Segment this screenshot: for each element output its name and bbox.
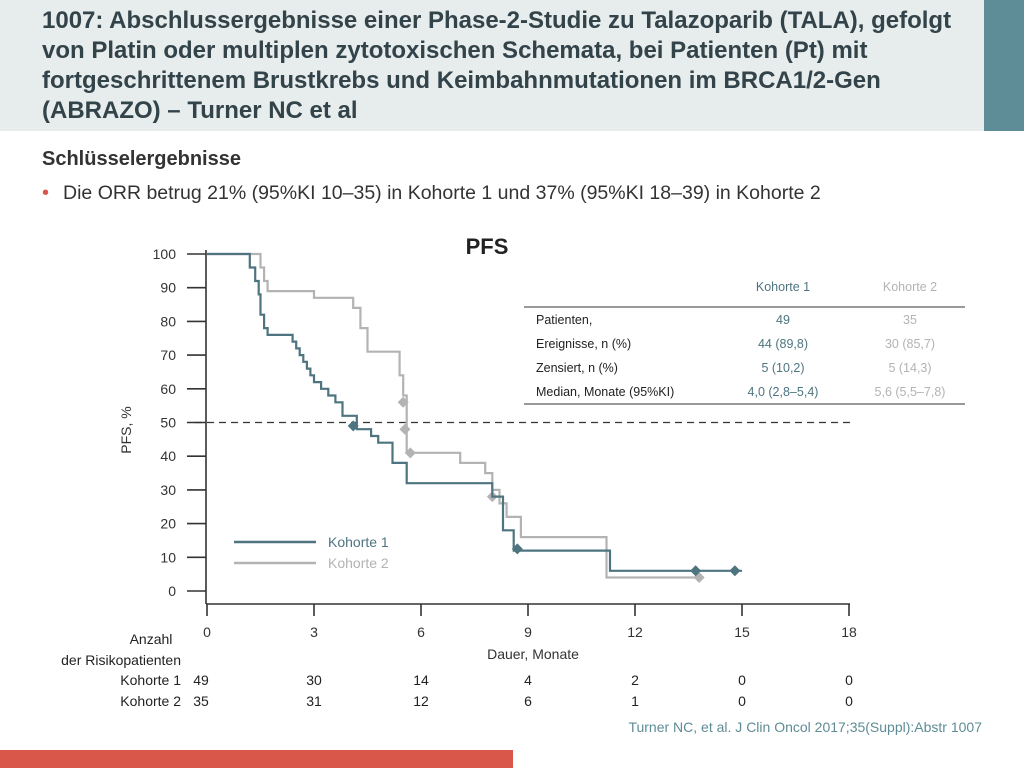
x-tick-label: 6 <box>417 624 425 640</box>
y-tick-label: 60 <box>160 381 176 397</box>
risk-count: 31 <box>306 693 322 709</box>
summary-cell: 35 <box>903 313 917 327</box>
x-tick-label: 15 <box>734 624 750 640</box>
footer-accent-bar <box>0 750 513 768</box>
risk-row-label: Kohorte 2 <box>120 693 181 709</box>
header-accent-block <box>984 0 1024 131</box>
risk-count: 2 <box>631 672 639 688</box>
y-tick-label: 50 <box>160 415 176 431</box>
risk-count: 12 <box>413 693 429 709</box>
risk-table-label: der Risikopatienten <box>61 652 181 668</box>
legend-label: Kohorte 1 <box>328 534 389 550</box>
section-heading: Schlüsselergebnisse <box>42 148 241 170</box>
risk-count: 4 <box>524 672 532 688</box>
y-tick-label: 80 <box>160 313 176 329</box>
censor-marker <box>404 447 416 459</box>
summary-cell: 30 (85,7) <box>885 337 935 351</box>
y-tick-label: 70 <box>160 347 176 363</box>
y-tick-label: 0 <box>168 583 176 599</box>
risk-count: 0 <box>738 693 746 709</box>
y-tick-label: 100 <box>153 246 177 262</box>
y-tick-label: 90 <box>160 280 176 296</box>
risk-count: 1 <box>631 693 639 709</box>
slide-title: 1007: Abschlussergebnisse einer Phase-2-… <box>42 7 952 124</box>
censor-marker <box>690 565 702 577</box>
x-axis-label: Dauer, Monate <box>487 646 579 662</box>
header-bar <box>0 0 984 131</box>
summary-cell: 4,0 (2,8–5,4) <box>748 385 819 399</box>
bullet-item: • Die ORR betrug 21% (95%KI 10–35) in Koh… <box>42 182 821 205</box>
legend-label: Kohorte 2 <box>328 555 389 571</box>
summary-cell: 5,6 (5,5–7,8) <box>875 385 946 399</box>
bullet-text: Die ORR betrug 21% (95%KI 10–35) in Koho… <box>63 182 821 204</box>
summary-cell: 5 (14,3) <box>888 361 931 375</box>
censor-marker <box>729 565 741 577</box>
summary-row-label: Zensiert, n (%) <box>536 361 618 375</box>
y-tick-label: 10 <box>160 549 176 565</box>
y-tick-label: 30 <box>160 482 176 498</box>
x-tick-label: 9 <box>524 624 532 640</box>
summary-row-label: Ereignisse, n (%) <box>536 337 631 351</box>
risk-row-label: Kohorte 1 <box>120 672 181 688</box>
risk-count: 49 <box>193 672 209 688</box>
summary-cell: 49 <box>776 313 790 327</box>
risk-count: 0 <box>845 672 853 688</box>
summary-cell: 5 (10,2) <box>761 361 804 375</box>
x-tick-label: 12 <box>627 624 643 640</box>
censor-marker <box>397 396 409 408</box>
risk-count: 0 <box>738 672 746 688</box>
km-curve-kohorte-1 <box>207 252 742 572</box>
risk-count: 35 <box>193 693 209 709</box>
x-tick-label: 0 <box>203 624 211 640</box>
summary-col-header: Kohorte 2 <box>883 280 937 294</box>
citation: Turner NC, et al. J Clin Oncol 2017;35(S… <box>628 719 982 735</box>
x-tick-label: 18 <box>841 624 857 640</box>
risk-count: 30 <box>306 672 322 688</box>
y-tick-label: 40 <box>160 448 176 464</box>
y-tick-label: 20 <box>160 516 176 532</box>
risk-table-label: Anzahl <box>130 631 173 647</box>
y-axis-label: PFS, % <box>118 406 134 453</box>
censor-marker <box>511 543 523 555</box>
bullet-dot-icon: • <box>42 182 50 204</box>
risk-count: 0 <box>845 693 853 709</box>
km-curve-kohorte-2 <box>207 252 700 579</box>
risk-count: 6 <box>524 693 532 709</box>
summary-col-header: Kohorte 1 <box>756 280 810 294</box>
censor-marker <box>399 423 411 435</box>
chart-title: PFS <box>466 234 509 259</box>
x-tick-label: 3 <box>310 624 318 640</box>
summary-cell: 44 (89,8) <box>758 337 808 351</box>
summary-row-label: Median, Monate (95%KI) <box>536 385 674 399</box>
censor-marker <box>347 420 359 432</box>
summary-row-label: Patienten, <box>536 313 592 327</box>
risk-count: 14 <box>413 672 429 688</box>
